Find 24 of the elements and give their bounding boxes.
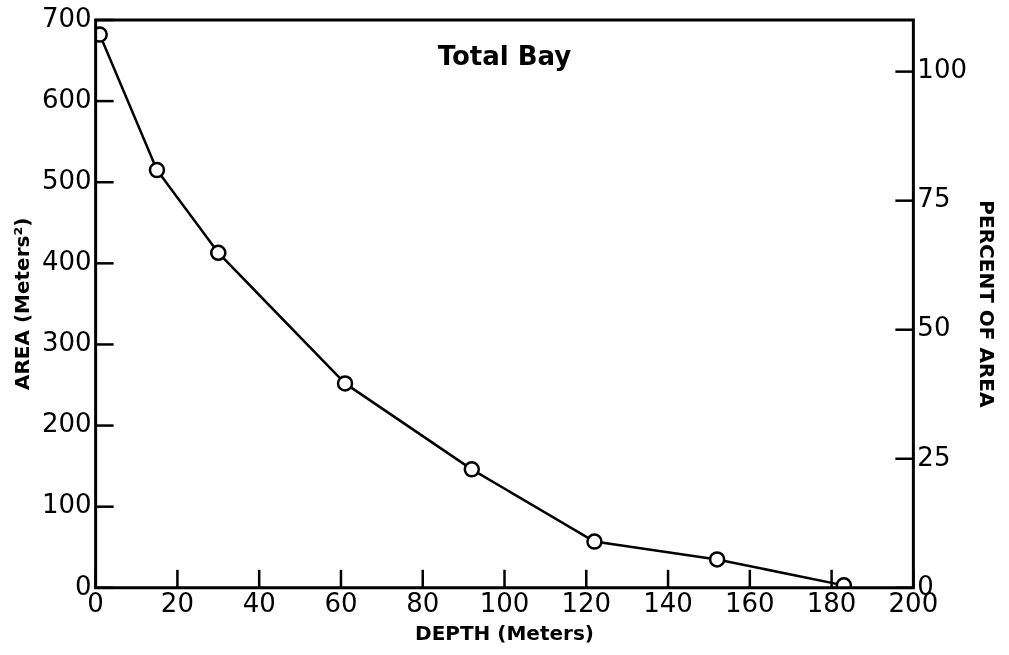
y-tick-label: 400 <box>41 246 92 277</box>
x-tick-label: 160 <box>725 588 775 619</box>
y2-tick-label: 25 <box>917 441 951 472</box>
x-tick-label: 180 <box>806 588 857 619</box>
y-tick-label: 300 <box>41 327 92 358</box>
x-tick-label: 40 <box>242 588 276 619</box>
y-axis-title: AREA (Meters²) <box>10 217 35 391</box>
text: Total Bay <box>437 40 572 71</box>
y-tick-label: 500 <box>41 164 92 195</box>
y-tick-label: 600 <box>41 83 92 114</box>
x-axis-title: DEPTH (Meters) <box>415 621 594 646</box>
y2-tick-label: 75 <box>917 183 951 214</box>
y2-tick-label: 100 <box>917 54 968 85</box>
x-tick-label: 60 <box>324 588 358 619</box>
y-tick-label: 700 <box>41 2 92 33</box>
y-tick-label: 200 <box>41 408 92 439</box>
x-tick-label: 120 <box>561 588 612 619</box>
x-tick-label: 100 <box>479 588 530 619</box>
y2-tick-label: 50 <box>917 312 951 343</box>
y-tick-label: 100 <box>41 489 92 520</box>
x-tick-label: 80 <box>406 588 440 619</box>
x-tick-label: 140 <box>643 588 693 619</box>
y2-axis-title: PERCENT OF AREA <box>974 200 999 408</box>
x-tick-label: 20 <box>160 588 194 619</box>
